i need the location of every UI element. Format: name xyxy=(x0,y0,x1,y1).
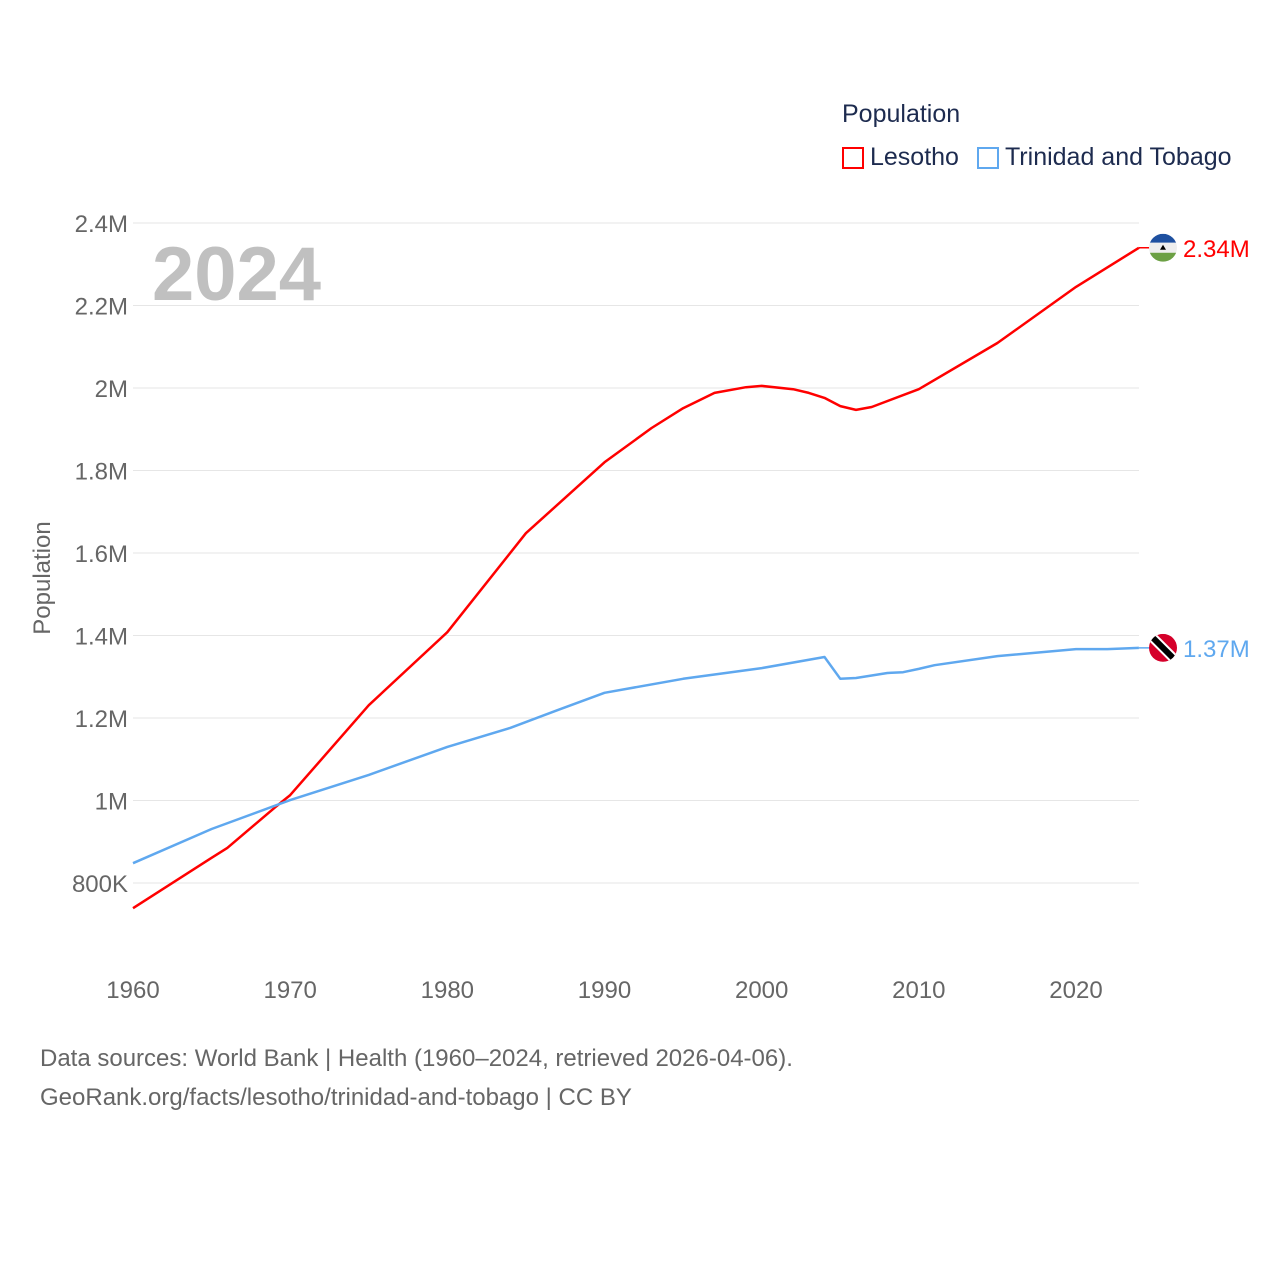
legend-swatch-trinidad xyxy=(976,146,999,169)
legend-item-trinidad[interactable]: Trinidad and Tobago xyxy=(976,143,1232,172)
x-tick-label: 2000 xyxy=(735,977,788,1004)
series-line-trinidad xyxy=(132,646,1139,865)
y-tick-label: 800K xyxy=(72,871,128,898)
footer-sources: Data sources: World Bank | Health (1960–… xyxy=(40,1045,793,1072)
y-tick-label: 2M xyxy=(95,376,128,403)
legend-label-lesotho: Lesotho xyxy=(870,143,959,171)
y-tick-label: 1.6M xyxy=(75,541,128,568)
x-tick-label: 1980 xyxy=(421,977,474,1004)
y-tick-label: 1.4M xyxy=(75,624,128,651)
trinidad-and-tobago-flag-icon xyxy=(1149,633,1177,662)
x-tick-label: 1970 xyxy=(263,977,316,1004)
y-tick-label: 1.8M xyxy=(75,459,128,486)
y-tick-label: 2.4M xyxy=(75,211,128,238)
y-tick-label: 2.2M xyxy=(75,294,128,321)
x-tick-label: 2010 xyxy=(892,977,945,1004)
legend-label-trinidad: Trinidad and Tobago xyxy=(1004,143,1232,171)
y-tick-label: 1M xyxy=(95,789,128,816)
y-tick-label: 1.2M xyxy=(75,706,128,733)
footer-link[interactable]: GeoRank.org/facts/lesotho/trinidad-and-t… xyxy=(40,1084,632,1111)
x-tick-label: 1990 xyxy=(578,977,631,1004)
series-line-lesotho xyxy=(132,246,1140,910)
end-value-label: 1.37M xyxy=(1183,636,1250,663)
year-title: 2024 xyxy=(152,232,321,317)
legend-swatch-lesotho xyxy=(842,146,864,169)
x-tick-label: 2020 xyxy=(1049,977,1102,1004)
end-value-label: 2.34M xyxy=(1183,236,1250,263)
x-tick-label: 1960 xyxy=(106,977,159,1004)
lesotho-flag-icon xyxy=(1149,233,1177,262)
y-axis-label: Population xyxy=(29,521,56,634)
legend-item-lesotho[interactable]: Lesotho xyxy=(842,143,959,172)
legend: Lesotho Trinidad and Tobago xyxy=(842,143,1232,172)
legend-title: Population xyxy=(842,100,961,128)
